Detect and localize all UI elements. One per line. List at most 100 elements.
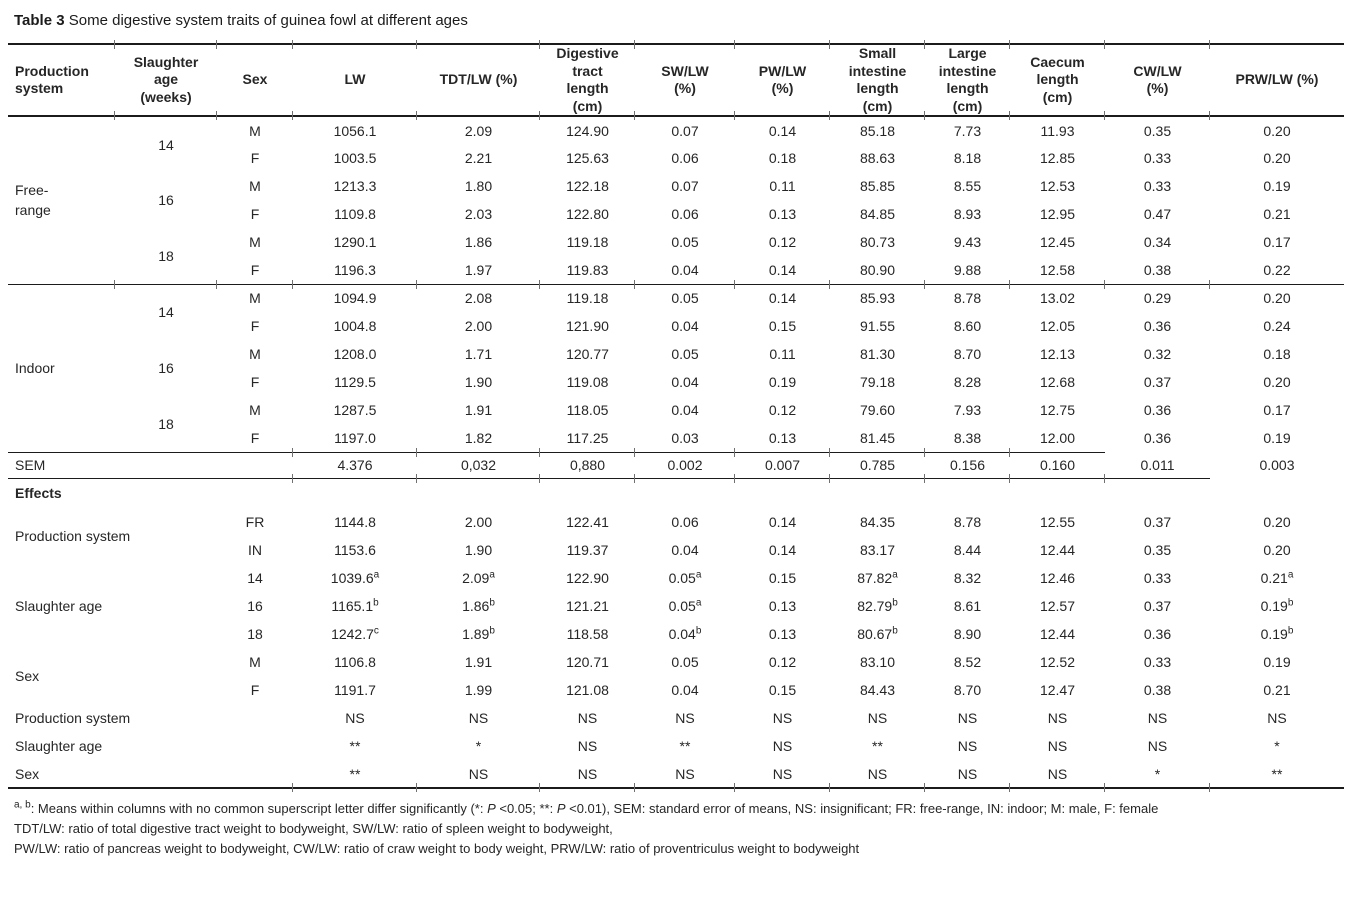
table-cell: 0.14 [768,542,797,558]
table-cell: 0.36 [1143,402,1172,418]
table-cell: 0,880 [539,448,635,483]
table-cell: NS [734,760,830,792]
table-cell: NS [957,710,978,726]
table-cell: 0.36 [1143,430,1172,446]
table-cell: 2.00 [464,514,493,530]
table-cell: 81.30 [859,346,896,362]
table-cell: 0.13 [768,626,797,642]
table-cell: 0.12 [768,234,797,250]
table-cell: NS [1047,738,1068,754]
col-header-large-intestine-length: Large intestine length (cm) [924,41,1010,121]
footnotes: a, b: Means within columns with no commo… [14,799,1350,859]
table-row: 18 M 1290.1 1.86 119.18 0.05 0.12 80.73 … [8,228,1344,264]
table-row: Slaughter age 14 1039.6a 2.09a 122.90 0.… [8,564,1344,614]
table-cell: 13.02 [1009,280,1105,312]
table-cell: 117.25 [566,429,609,446]
table-cell: 12.68 [1039,374,1076,390]
table-cell: 8.28 [953,374,982,390]
age-label: 14 [114,280,217,340]
table-cell: 0.13 [768,206,797,222]
table-cell: 119.18 [566,234,609,250]
table-cell: 0.21a [1260,569,1294,586]
table-cell: 0.20 [1263,374,1291,390]
table-cell: 1.90 [464,542,493,558]
table-row: F 1003.5 2.21 125.63 0.06 0.18 88.63 8.1… [8,144,1344,172]
sex-label: M [249,402,261,418]
table-cell: 12.85 [1039,150,1076,166]
table-cell: 0.20 [1263,122,1291,139]
table-cell: 1.82 [464,429,493,446]
table-cell: 0.20 [1263,542,1291,558]
table-row: 16 1165.1b 1.86b 121.21 0.05a 0.13 82.79… [8,592,1344,620]
table-cell: 125.63 [566,150,609,166]
table-cell: 0.06 [671,206,699,222]
table-cell: 0.19b [1260,597,1294,614]
table-cell: 7.73 [953,122,982,139]
significance-row: Slaughter age ** * NS ** NS ** NS NS NS … [8,732,1344,760]
col-header-slaughter-age: Slaughter age (weeks) [114,41,217,121]
table-cell: 79.18 [859,374,896,390]
table-row: Indoor 14 M 1094.9 2.08 119.18 0.05 0.14… [8,280,1344,452]
col-header-caecum-length: Caecum length (cm) [1009,41,1105,121]
table-cell: NS [772,738,793,754]
table-cell: 119.37 [566,542,609,558]
sex-label: F [250,261,260,278]
significance-row: Production system NS NS NS NS NS NS NS N… [8,704,1344,732]
table-cell: 0.33 [1143,570,1172,586]
table-cell: 0.33 [1143,150,1172,166]
table-cell: 1144.8 [334,514,376,530]
table-cell: 0.20 [1263,150,1291,166]
table-cell: 12.45 [1039,234,1076,250]
table-cell: 0.37 [1143,374,1172,390]
table-cell: 1.91 [464,402,493,418]
table-cell: 8.78 [924,280,1010,312]
table-cell: 1004.8 [333,318,377,334]
table-cell: 0.04 [671,318,699,334]
table-cell: 9.88 [953,261,982,278]
table-cell: 119.83 [566,261,609,278]
table-cell: 0.17 [1263,234,1291,250]
table-cell: 2.09 [464,122,493,139]
table-cell: 2.08 [416,280,540,312]
table-cell: 83.10 [859,654,896,670]
col-header-sex: Sex [216,41,293,121]
table-cell: 0.07 [671,178,699,194]
table-cell: 0,032 [416,448,540,483]
footnote-line-1: a, b: Means within columns with no commo… [14,799,1159,816]
table-row: IN 1153.6 1.90 119.37 0.04 0.14 83.17 8.… [8,536,1344,564]
table-cell: ** [1209,760,1344,792]
table-cell: 84.43 [859,682,896,698]
table-cell: 0.20 [1209,280,1344,312]
table-cell: 8.18 [953,150,982,166]
sex-label: F [250,429,260,446]
table-cell: 124.90 [566,122,609,139]
table-cell: 0.21 [1263,206,1291,222]
table-cell: 0.05a [668,597,702,614]
table-cell: 122.90 [566,570,609,586]
table-cell: 0.03 [671,429,699,446]
significance-label-slaughter-age: Slaughter age [15,738,103,754]
table-cell: 0.11 [769,178,796,194]
table-cell: 0.156 [924,448,1010,483]
table-cell: 79.60 [859,402,896,418]
table-cell: 1208.0 [333,346,377,362]
table-cell: 0.007 [734,448,830,483]
table-cell: 121.08 [566,682,609,698]
table-cell: 0.24 [1263,318,1291,334]
table-cell: 0.011 [1104,452,1210,483]
table-cell: 0.37 [1143,598,1172,614]
table-cell: 121.21 [566,598,609,614]
sex-label: M [249,234,261,250]
table-cell: 1106.8 [334,654,376,670]
table-cell: 1191.7 [334,682,376,698]
table-cell: 85.85 [859,178,896,194]
group-label-indoor: Indoor [8,283,115,452]
table-cell: NS [1267,710,1287,726]
table-cell: ** [679,738,691,754]
table-cell: 84.85 [859,206,896,222]
table-cell: NS [675,710,695,726]
table-cell: 0.19 [768,374,797,390]
header-row: Production system Slaughter age (weeks) … [8,41,1344,121]
table-cell: 0.14 [768,514,797,530]
table-cell: 80.67b [857,625,898,642]
